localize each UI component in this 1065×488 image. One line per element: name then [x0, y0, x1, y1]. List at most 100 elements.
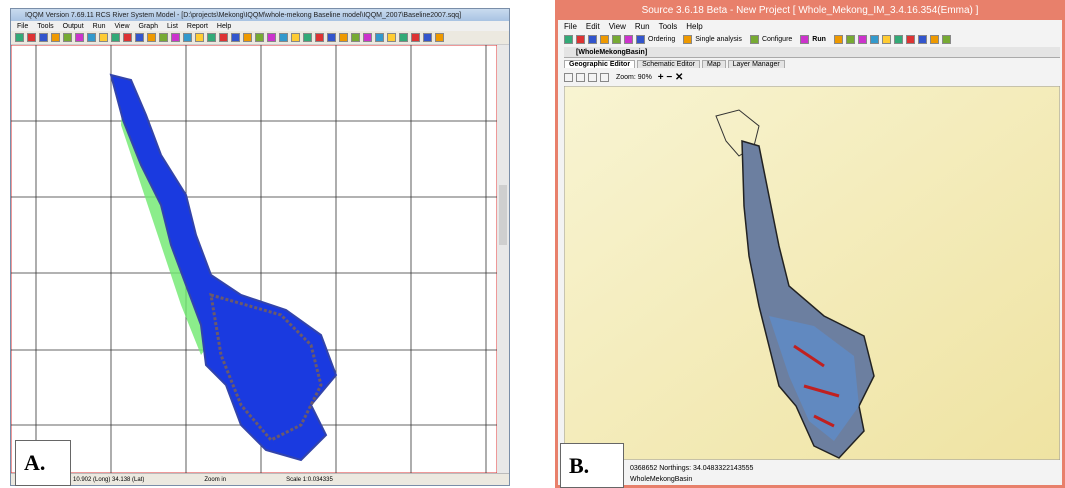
toolbar-icon[interactable]	[123, 33, 132, 42]
toolbar-icon[interactable]	[351, 33, 360, 42]
toolbar-icon[interactable]	[576, 35, 585, 44]
menu-item[interactable]: Help	[686, 22, 702, 31]
toolbar-icon[interactable]	[159, 33, 168, 42]
menu-item[interactable]: Report	[187, 23, 208, 30]
toolbar-icon[interactable]	[636, 35, 645, 44]
map-view	[11, 45, 509, 473]
page: IQQM Version 7.69.11 RCS River System Mo…	[0, 0, 1065, 488]
menu-item[interactable]: View	[114, 23, 129, 30]
toolbar-icon[interactable]	[171, 33, 180, 42]
toolbar-icon[interactable]	[858, 35, 867, 44]
toolbar-icon[interactable]	[339, 33, 348, 42]
toolbar-icon[interactable]	[918, 35, 927, 44]
toolbar-icon[interactable]	[15, 33, 24, 42]
toolbar-icon[interactable]	[387, 33, 396, 42]
toolbar-icon[interactable]	[375, 33, 384, 42]
toolbar-icon[interactable]	[612, 35, 621, 44]
toolbar-icon[interactable]	[411, 33, 420, 42]
toolbar-icon[interactable]	[588, 35, 597, 44]
menu-item[interactable]: Tools	[659, 22, 678, 31]
editor-tabs: Geographic EditorSchematic EditorMapLaye…	[564, 58, 1060, 70]
status-field: Zoom in	[204, 477, 226, 483]
status-field: Scale 1:0.034335	[286, 477, 333, 483]
toolbar-icon[interactable]	[99, 33, 108, 42]
document-tab: [WholeMekongBasin]	[564, 47, 1060, 58]
menu-item[interactable]: List	[167, 23, 178, 30]
menu-item[interactable]: Tools	[37, 23, 53, 30]
toolbar-button[interactable]: Run	[812, 36, 826, 43]
toolbar: Ordering Single analysis Configure Run	[564, 33, 1054, 46]
toolbar-icon[interactable]	[135, 33, 144, 42]
toolbar-icon[interactable]	[399, 33, 408, 42]
status-line: WholeMekongBasin	[564, 474, 1060, 485]
toolbar-icon[interactable]	[870, 35, 879, 44]
toolbar-button[interactable]: Configure	[762, 36, 792, 43]
toolbar-icon[interactable]	[51, 33, 60, 42]
toolbar-icon[interactable]	[942, 35, 951, 44]
toolbar-icon[interactable]	[243, 33, 252, 42]
editor-tab[interactable]: Map	[702, 60, 726, 68]
menu-item[interactable]: Run	[93, 23, 106, 30]
toolbar-button[interactable]: Ordering	[648, 36, 675, 43]
toolbar-icon[interactable]	[315, 33, 324, 42]
toolbar-icon[interactable]	[683, 35, 692, 44]
tab-label[interactable]: [WholeMekongBasin]	[576, 49, 647, 56]
toolbar-icon[interactable]	[195, 33, 204, 42]
toolbar-icon[interactable]	[207, 33, 216, 42]
toolbar-icon[interactable]	[231, 33, 240, 42]
toolbar-icon[interactable]	[291, 33, 300, 42]
toolbar-icon[interactable]	[564, 35, 573, 44]
status-line: 0368652 Northings: 34.0483322143555	[564, 462, 1060, 474]
status-field: 10.902 (Long) 34.138 (Lat)	[73, 477, 144, 483]
map-view	[564, 86, 1060, 460]
toolbar-icon[interactable]	[39, 33, 48, 42]
toolbar-icon[interactable]	[219, 33, 228, 42]
title-bar: IQQM Version 7.69.11 RCS River System Mo…	[11, 9, 509, 21]
menu-item[interactable]: File	[564, 22, 577, 31]
menu-item[interactable]: View	[609, 22, 626, 31]
toolbar-icon[interactable]	[624, 35, 633, 44]
menu-item[interactable]: Output	[63, 23, 84, 30]
toolbar-icon[interactable]	[930, 35, 939, 44]
toolbar-icon[interactable]	[255, 33, 264, 42]
toolbar-icon[interactable]	[846, 35, 855, 44]
toolbar-icon[interactable]	[363, 33, 372, 42]
menu-bar: File Tools Output Run View Graph List Report Hel…	[11, 21, 509, 31]
toolbar-icon[interactable]	[435, 33, 444, 42]
coordinates: 0368652 Northings: 34.0483322143555	[630, 465, 753, 472]
toolbar-icon[interactable]	[87, 33, 96, 42]
iqqm-window: IQQM Version 7.69.11 RCS River System Mo…	[10, 8, 510, 486]
editor-tab[interactable]: Layer Manager	[728, 60, 785, 68]
toolbar-icon[interactable]	[303, 33, 312, 42]
toolbar-icon[interactable]	[423, 33, 432, 42]
menu-bar: File Edit View Run Tools Help	[564, 20, 1044, 33]
toolbar-icon[interactable]	[882, 35, 891, 44]
menu-item[interactable]: Edit	[586, 22, 600, 31]
menu-item[interactable]: Help	[217, 23, 231, 30]
toolbar-icon[interactable]	[800, 35, 809, 44]
toolbar-icon[interactable]	[327, 33, 336, 42]
menu-item[interactable]: Run	[635, 22, 650, 31]
toolbar-icon[interactable]	[279, 33, 288, 42]
toolbar-icon[interactable]	[27, 33, 36, 42]
menu-item[interactable]: File	[17, 23, 28, 30]
toolbar-icon[interactable]	[600, 35, 609, 44]
toolbar-icon[interactable]	[834, 35, 843, 44]
menu-item[interactable]: Graph	[139, 23, 158, 30]
zoom-toolbar: Zoom: 90% + − ✕	[564, 70, 1060, 84]
scroll-thumb	[499, 185, 507, 245]
toolbar-icon[interactable]	[894, 35, 903, 44]
toolbar-icon[interactable]	[267, 33, 276, 42]
editor-tab[interactable]: Geographic Editor	[564, 60, 635, 68]
window-title: IQQM Version 7.69.11 RCS River System Mo…	[25, 12, 461, 19]
toolbar-icon[interactable]	[111, 33, 120, 42]
toolbar-icon[interactable]	[750, 35, 759, 44]
toolbar-icon[interactable]	[906, 35, 915, 44]
editor-tab[interactable]: Schematic Editor	[637, 60, 700, 68]
toolbar-icon[interactable]	[183, 33, 192, 42]
toolbar-button[interactable]: Single analysis	[695, 36, 742, 43]
source-window: Source 3.6.18 Beta - New Project [ Whole…	[555, 0, 1065, 488]
toolbar-icon[interactable]	[147, 33, 156, 42]
toolbar-icon[interactable]	[75, 33, 84, 42]
toolbar-icon[interactable]	[63, 33, 72, 42]
